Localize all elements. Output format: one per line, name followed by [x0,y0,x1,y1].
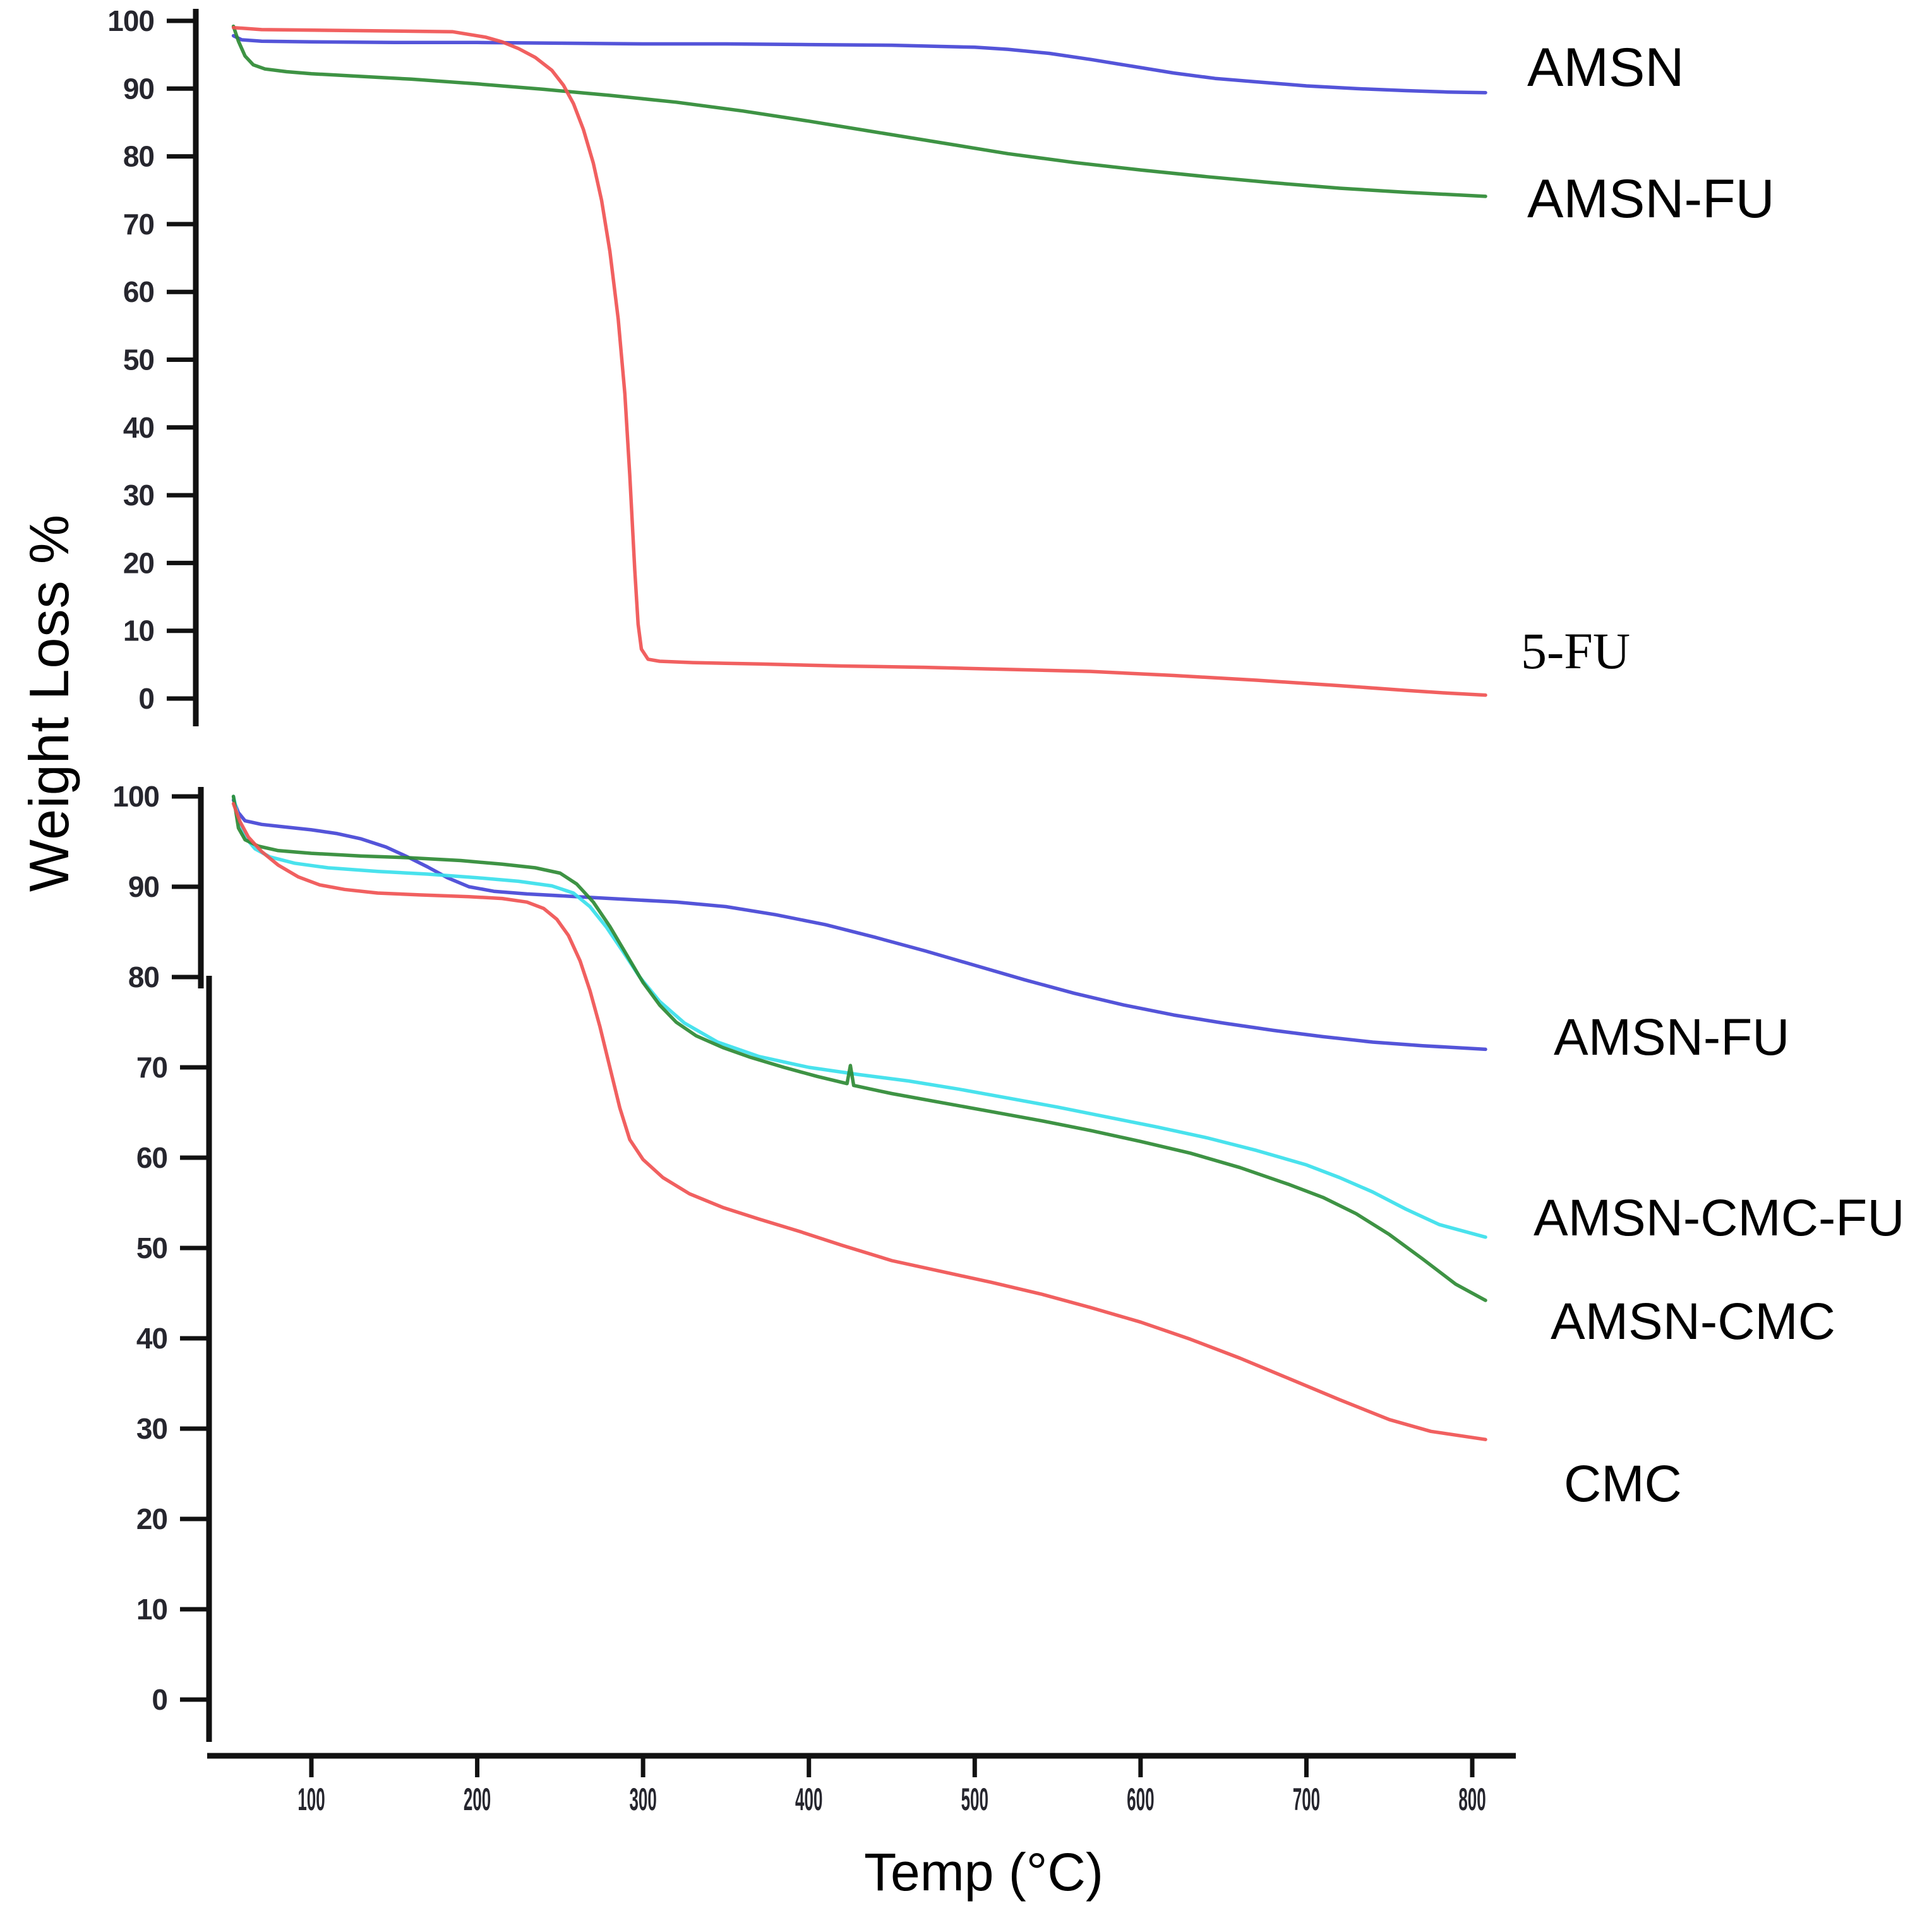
y-tick-label: 60 [136,1141,167,1174]
y-tick-label: 40 [123,411,154,444]
curve-label-amsn: AMSN [1527,37,1684,98]
y-tick-label: 50 [123,344,154,376]
curve-label-amsn-cmc: AMSN-CMC [1551,1293,1835,1350]
y-tick-label: 40 [136,1322,167,1355]
x-tick-label: 400 [795,1782,822,1817]
y-tick-label: 50 [136,1232,167,1264]
curve-amsn [231,33,1487,95]
y-tick-label: 100 [107,4,154,37]
curve-label-5-fu: 5-FU [1521,622,1631,680]
y-tick-label: 70 [136,1051,167,1084]
y-tick-label: 0 [138,682,154,715]
y-tick-label: 90 [128,870,159,903]
y-tick-label: 30 [123,479,154,512]
y-tick-label: 90 [123,72,154,105]
curve-label-amsn-fu: AMSN-FU [1527,169,1775,229]
series-curves [231,24,1487,1441]
y-tick-label: 10 [123,615,154,647]
curve-amsn-fu [231,798,1487,1052]
curve-cmc [231,801,1487,1441]
x-tick-label: 600 [1127,1782,1154,1817]
curve-label-amsn-cmc-fu: AMSN-CMC-FU [1534,1189,1905,1247]
curve-amsn-fu [231,24,1487,198]
curve-label-cmc: CMC [1564,1455,1682,1513]
y-tick-label: 100 [112,780,159,813]
curve-label-amsn-fu: AMSN-FU [1554,1009,1790,1066]
x-tick-label: 100 [297,1782,325,1817]
y-axis-title: Weight Loss % [18,513,80,892]
x-axis-title: Temp (°C) [864,1842,1103,1902]
curve-5-fu [231,25,1487,697]
x-tick-label: 800 [1458,1782,1486,1817]
x-tick-label: 700 [1293,1782,1320,1817]
y-tick-label: 0 [152,1683,167,1716]
y-tick-label: 80 [123,140,154,173]
curve-amsn-cmc [231,795,1487,1302]
y-tick-label: 30 [136,1412,167,1445]
axes: 0 10 20 30 40 50 60 70 80 90 100 0 10 20 30 40 50 60 70 80 9… [107,4,1516,1817]
y-tick-label: 10 [136,1593,167,1626]
y-tick-label: 20 [123,546,154,579]
y-tick-label: 80 [128,961,159,993]
x-tick-label: 500 [961,1782,988,1817]
y-tick-label: 60 [123,275,154,308]
x-tick-label: 200 [464,1782,491,1817]
curve-amsn-cmc-fu [231,795,1487,1239]
x-tick-label: 300 [629,1782,656,1817]
y-tick-label: 20 [136,1503,167,1535]
y-tick-label: 70 [123,208,154,241]
